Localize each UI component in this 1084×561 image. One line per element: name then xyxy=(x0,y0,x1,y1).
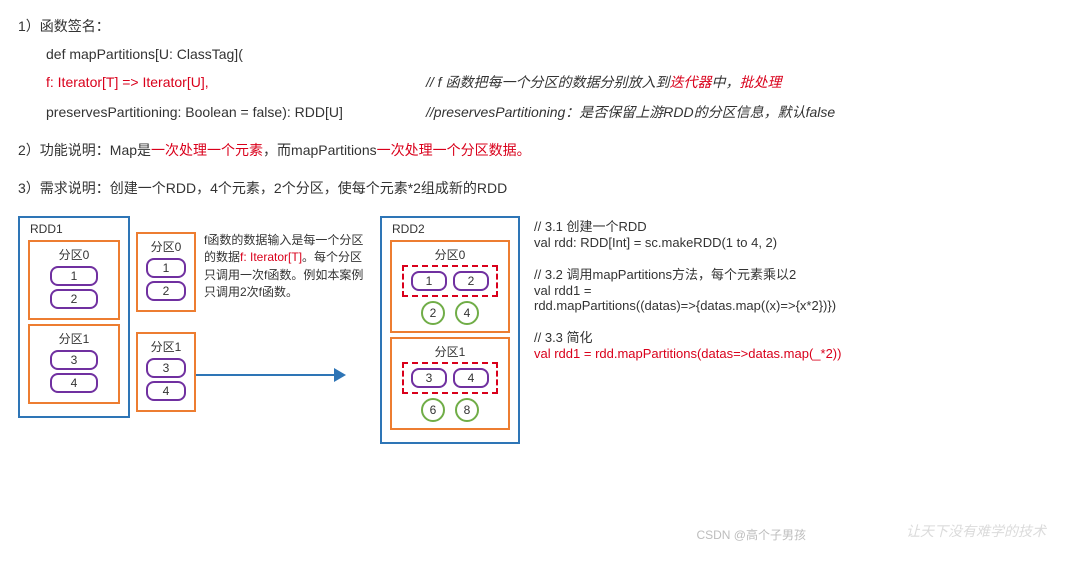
code-33b: val rdd1 = rdd.mapPartitions(datas=>data… xyxy=(534,346,841,361)
rdd1-p0-v1: 2 xyxy=(50,289,98,309)
cmt-f-pre: // f 函数把每一个分区的数据分别放入到 xyxy=(426,74,669,90)
rdd2-box: RDD2 分区0 1 2 2 4 分区1 3 4 6 8 xyxy=(380,216,520,444)
rdd2-p0: 分区0 1 2 2 4 xyxy=(390,240,510,333)
mid-p0-title: 分区0 xyxy=(146,238,186,255)
rdd2-p0-out0: 2 xyxy=(421,301,445,325)
arrow-line xyxy=(196,374,336,376)
rdd2-p1-in1: 4 xyxy=(453,368,489,388)
rdd2-p1-out0: 6 xyxy=(421,398,445,422)
sig-preserve-comment: //preservesPartitioning：是否保留上游RDD的分区信息，默… xyxy=(426,102,835,122)
rdd2-p1: 分区1 3 4 6 8 xyxy=(390,337,510,430)
rdd2-p0-out1: 4 xyxy=(455,301,479,325)
mid-p0-v1: 2 xyxy=(146,281,186,301)
rdd1-p1-v0: 3 xyxy=(50,350,98,370)
sec1-title: 1）函数签名： xyxy=(18,16,1066,36)
watermark: 让天下没有难学的技术 xyxy=(906,521,1046,541)
mid-explain: f函数的数据输入是每一个分区的数据f: Iterator[T]。每个分区只调用一… xyxy=(204,232,374,302)
code-32c: rdd.mapPartitions((datas)=>{datas.map((x… xyxy=(534,298,841,313)
mid-p1-v1: 4 xyxy=(146,381,186,401)
sec2-mid: ，而mapPartitions xyxy=(263,142,377,158)
rdd1-p0-v0: 1 xyxy=(50,266,98,286)
rdd2-p1-out: 6 8 xyxy=(400,398,500,422)
cmt-f-mid: 迭代器 xyxy=(669,74,711,90)
rdd2-p1-in0: 3 xyxy=(411,368,447,388)
rdd2-p0-title: 分区0 xyxy=(400,246,500,263)
rdd2-p0-in: 1 2 xyxy=(402,265,498,297)
arrow xyxy=(196,359,346,391)
rdd1-p1-v1: 4 xyxy=(50,373,98,393)
mid-p1: 分区1 3 4 xyxy=(136,332,196,412)
rdd2-p0-out: 2 4 xyxy=(400,301,500,325)
code-31b: val rdd: RDD[Int] = sc.makeRDD(1 to 4, 2… xyxy=(534,235,841,250)
rdd2-p0-in1: 2 xyxy=(453,271,489,291)
rdd1-p1: 分区1 3 4 xyxy=(28,324,120,404)
rdd2-p0-in0: 1 xyxy=(411,271,447,291)
sec2-r2: 一次处理一个分区数据。 xyxy=(377,142,531,158)
rdd1-p0: 分区0 1 2 xyxy=(28,240,120,320)
sig-def: def mapPartitions[U: ClassTag]( xyxy=(46,46,1066,62)
code-32a: // 3.2 调用mapPartitions方法，每个元素乘以2 xyxy=(534,264,841,283)
middle-col: 分区0 1 2 f函数的数据输入是每一个分区的数据f: Iterator[T]。… xyxy=(136,232,374,412)
cmt-f-suf2: 批处理 xyxy=(739,74,781,90)
rdd1-label: RDD1 xyxy=(30,222,120,236)
sig-preserve-line: preservesPartitioning: Boolean = false):… xyxy=(46,104,426,120)
rdd2-p1-in: 3 4 xyxy=(402,362,498,394)
diagram: RDD1 分区0 1 2 分区1 3 4 分区0 1 2 f函数的数据输入是每一… xyxy=(18,216,1066,444)
rdd2-p1-title: 分区1 xyxy=(400,343,500,360)
rdd1-p0-title: 分区0 xyxy=(38,246,110,263)
sec2-pre: 2）功能说明：Map是 xyxy=(18,142,151,158)
rdd2-label: RDD2 xyxy=(392,222,510,236)
credit: CSDN @高个子男孩 xyxy=(696,526,806,543)
sig-f-line: f: Iterator[T] => Iterator[U], xyxy=(46,74,426,90)
sec3-title: 3）需求说明：创建一个RDD，4个元素，2个分区，使每个元素*2组成新的RDD xyxy=(18,178,1066,198)
mid-p1-v0: 3 xyxy=(146,358,186,378)
sec2-r1: 一次处理一个元素 xyxy=(151,142,263,158)
code-33a: // 3.3 简化 xyxy=(534,327,841,346)
code-32b: val rdd1 = xyxy=(534,283,841,298)
mid-p0: 分区0 1 2 xyxy=(136,232,196,312)
explain-red: f: Iterator[T] xyxy=(240,250,302,264)
rdd1-box: RDD1 分区0 1 2 分区1 3 4 xyxy=(18,216,130,418)
mid-p0-v0: 1 xyxy=(146,258,186,278)
sig-f-comment: // f 函数把每一个分区的数据分别放入到迭代器中，批处理 xyxy=(426,72,781,92)
code-31a: // 3.1 创建一个RDD xyxy=(534,216,841,235)
code-side: // 3.1 创建一个RDD val rdd: RDD[Int] = sc.ma… xyxy=(534,216,841,375)
cmt-f-suf1: 中， xyxy=(711,74,739,90)
sec2: 2）功能说明：Map是一次处理一个元素，而mapPartitions一次处理一个… xyxy=(18,140,1066,160)
rdd2-p1-out1: 8 xyxy=(455,398,479,422)
mid-p1-title: 分区1 xyxy=(146,338,186,355)
arrow-head-icon xyxy=(334,368,346,382)
rdd1-p1-title: 分区1 xyxy=(38,330,110,347)
